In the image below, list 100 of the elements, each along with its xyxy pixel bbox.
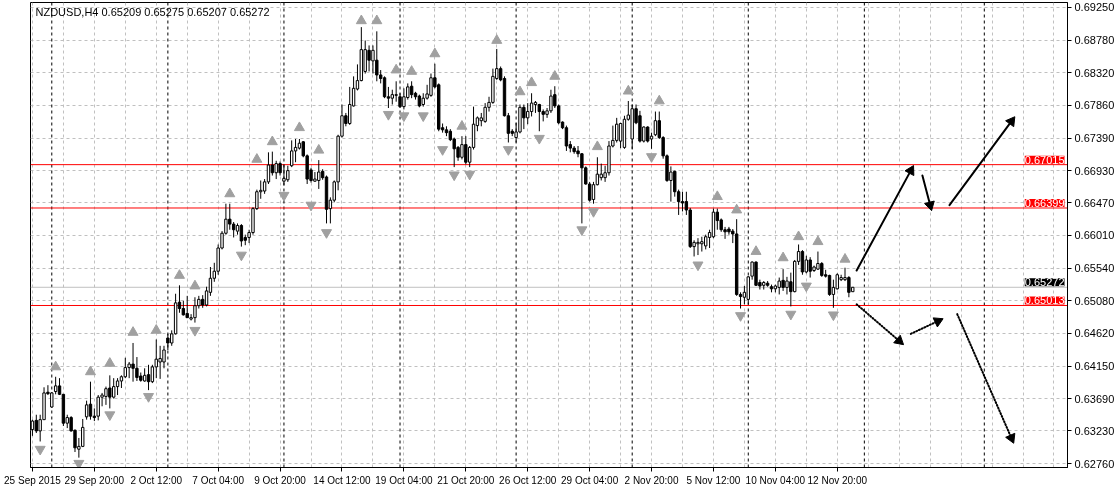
candlestick: [84, 400, 89, 421]
point: [371, 14, 383, 25]
candlestick: [104, 386, 108, 406]
point: [777, 251, 789, 262]
y-tick-label: 0.66930: [1074, 164, 1115, 177]
point: [711, 190, 723, 201]
candlestick: [375, 30, 379, 82]
point: [266, 135, 278, 146]
y-tick-label: 0.69250: [1074, 1, 1115, 14]
x-tick-label: 9 Oct 20:00: [254, 474, 307, 486]
candlestick: [464, 135, 468, 165]
point: [827, 311, 839, 322]
candlestick: [618, 122, 623, 149]
point: [406, 65, 418, 75]
point: [576, 226, 588, 236]
candlestick: [696, 237, 700, 256]
point: [731, 203, 743, 214]
candlestick: [680, 191, 685, 212]
candlestick: [289, 139, 294, 168]
candlestick: [653, 111, 658, 137]
x-tick-label: 5 Nov 12:00: [686, 474, 741, 486]
candlestick: [317, 159, 321, 190]
point: [189, 326, 201, 337]
point: [50, 360, 62, 371]
candlestick: [382, 75, 387, 99]
x-tick-label: 2 Oct 12:00: [130, 474, 183, 486]
x-tick-label: 14 Oct 12:00: [313, 474, 372, 486]
y-tick-label: 0.66470: [1074, 196, 1115, 209]
point: [750, 245, 762, 255]
point: [491, 34, 503, 44]
candlestick: [348, 86, 352, 126]
point: [800, 282, 812, 293]
point: [251, 153, 263, 163]
point: [355, 14, 367, 25]
point: [150, 324, 162, 334]
point: [189, 279, 201, 290]
candlestick: [754, 260, 758, 287]
point: [839, 253, 851, 263]
candlestick: [402, 87, 406, 110]
ref-line-label: 0.65272: [1024, 276, 1065, 289]
y-tick-label: 0.67390: [1074, 132, 1115, 145]
point: [321, 229, 333, 239]
point: [735, 312, 747, 322]
x-tick-label: 26 Oct 12:00: [499, 474, 557, 486]
y-tick-label: 0.64150: [1074, 360, 1115, 373]
candlestick: [460, 135, 464, 160]
point: [549, 70, 561, 80]
point: [104, 411, 116, 422]
point: [622, 84, 634, 95]
point: [653, 94, 665, 105]
x-tick-label: 29 Sep 20:00: [64, 474, 125, 486]
point: [143, 393, 155, 403]
x-tick-label: 10 Nov 04:00: [745, 474, 806, 486]
y-tick-label: 0.65080: [1074, 294, 1115, 307]
x-tick-label: 2 Nov 20:00: [624, 474, 679, 486]
point: [104, 357, 116, 367]
point: [456, 120, 468, 130]
point: [390, 63, 402, 74]
y-tick-label: 0.68320: [1074, 66, 1115, 79]
ref-line-label: 0.66399: [1024, 196, 1065, 209]
x-tick-label: 21 Oct 20:00: [437, 474, 495, 486]
point: [278, 191, 290, 202]
point: [235, 251, 247, 262]
point: [305, 201, 317, 212]
point: [73, 459, 85, 468]
point: [293, 121, 305, 132]
point: [224, 187, 236, 198]
candlestick: [313, 171, 317, 183]
point: [34, 445, 46, 456]
ref-line-label: 0.65013: [1024, 294, 1065, 307]
candlestick: [154, 338, 158, 379]
candlestick: [111, 377, 116, 400]
candlestick: [34, 414, 38, 434]
point: [127, 326, 139, 336]
candlestick: [185, 295, 189, 319]
ref-line-label: 0.67015: [1024, 153, 1065, 166]
candlestick: [785, 276, 789, 295]
y-tick-label: 0.66010: [1074, 229, 1115, 242]
y-tick-label: 0.65540: [1074, 262, 1115, 275]
candlestick: [808, 256, 812, 279]
point: [429, 47, 441, 58]
x-tick-label: 19 Oct 04:00: [375, 474, 433, 486]
point: [692, 261, 704, 272]
candlestick: [522, 104, 526, 130]
y-tick-label: 0.62760: [1074, 457, 1115, 470]
y-tick-label: 0.64620: [1074, 327, 1115, 340]
point: [173, 269, 185, 279]
x-tick-label: 25 Sep 2015: [4, 474, 62, 486]
candlestick: [193, 296, 197, 324]
y-tick-label: 0.68780: [1074, 34, 1115, 47]
point: [591, 140, 603, 151]
candlestick: [108, 374, 112, 409]
candlestick: [131, 342, 135, 383]
point: [793, 230, 805, 241]
point: [812, 235, 824, 246]
y-tick-label: 0.67860: [1074, 99, 1115, 112]
x-tick-label: 12 Nov 20:00: [807, 474, 868, 486]
point: [514, 85, 526, 96]
candlestick: [549, 89, 553, 114]
candlestick: [615, 117, 619, 143]
